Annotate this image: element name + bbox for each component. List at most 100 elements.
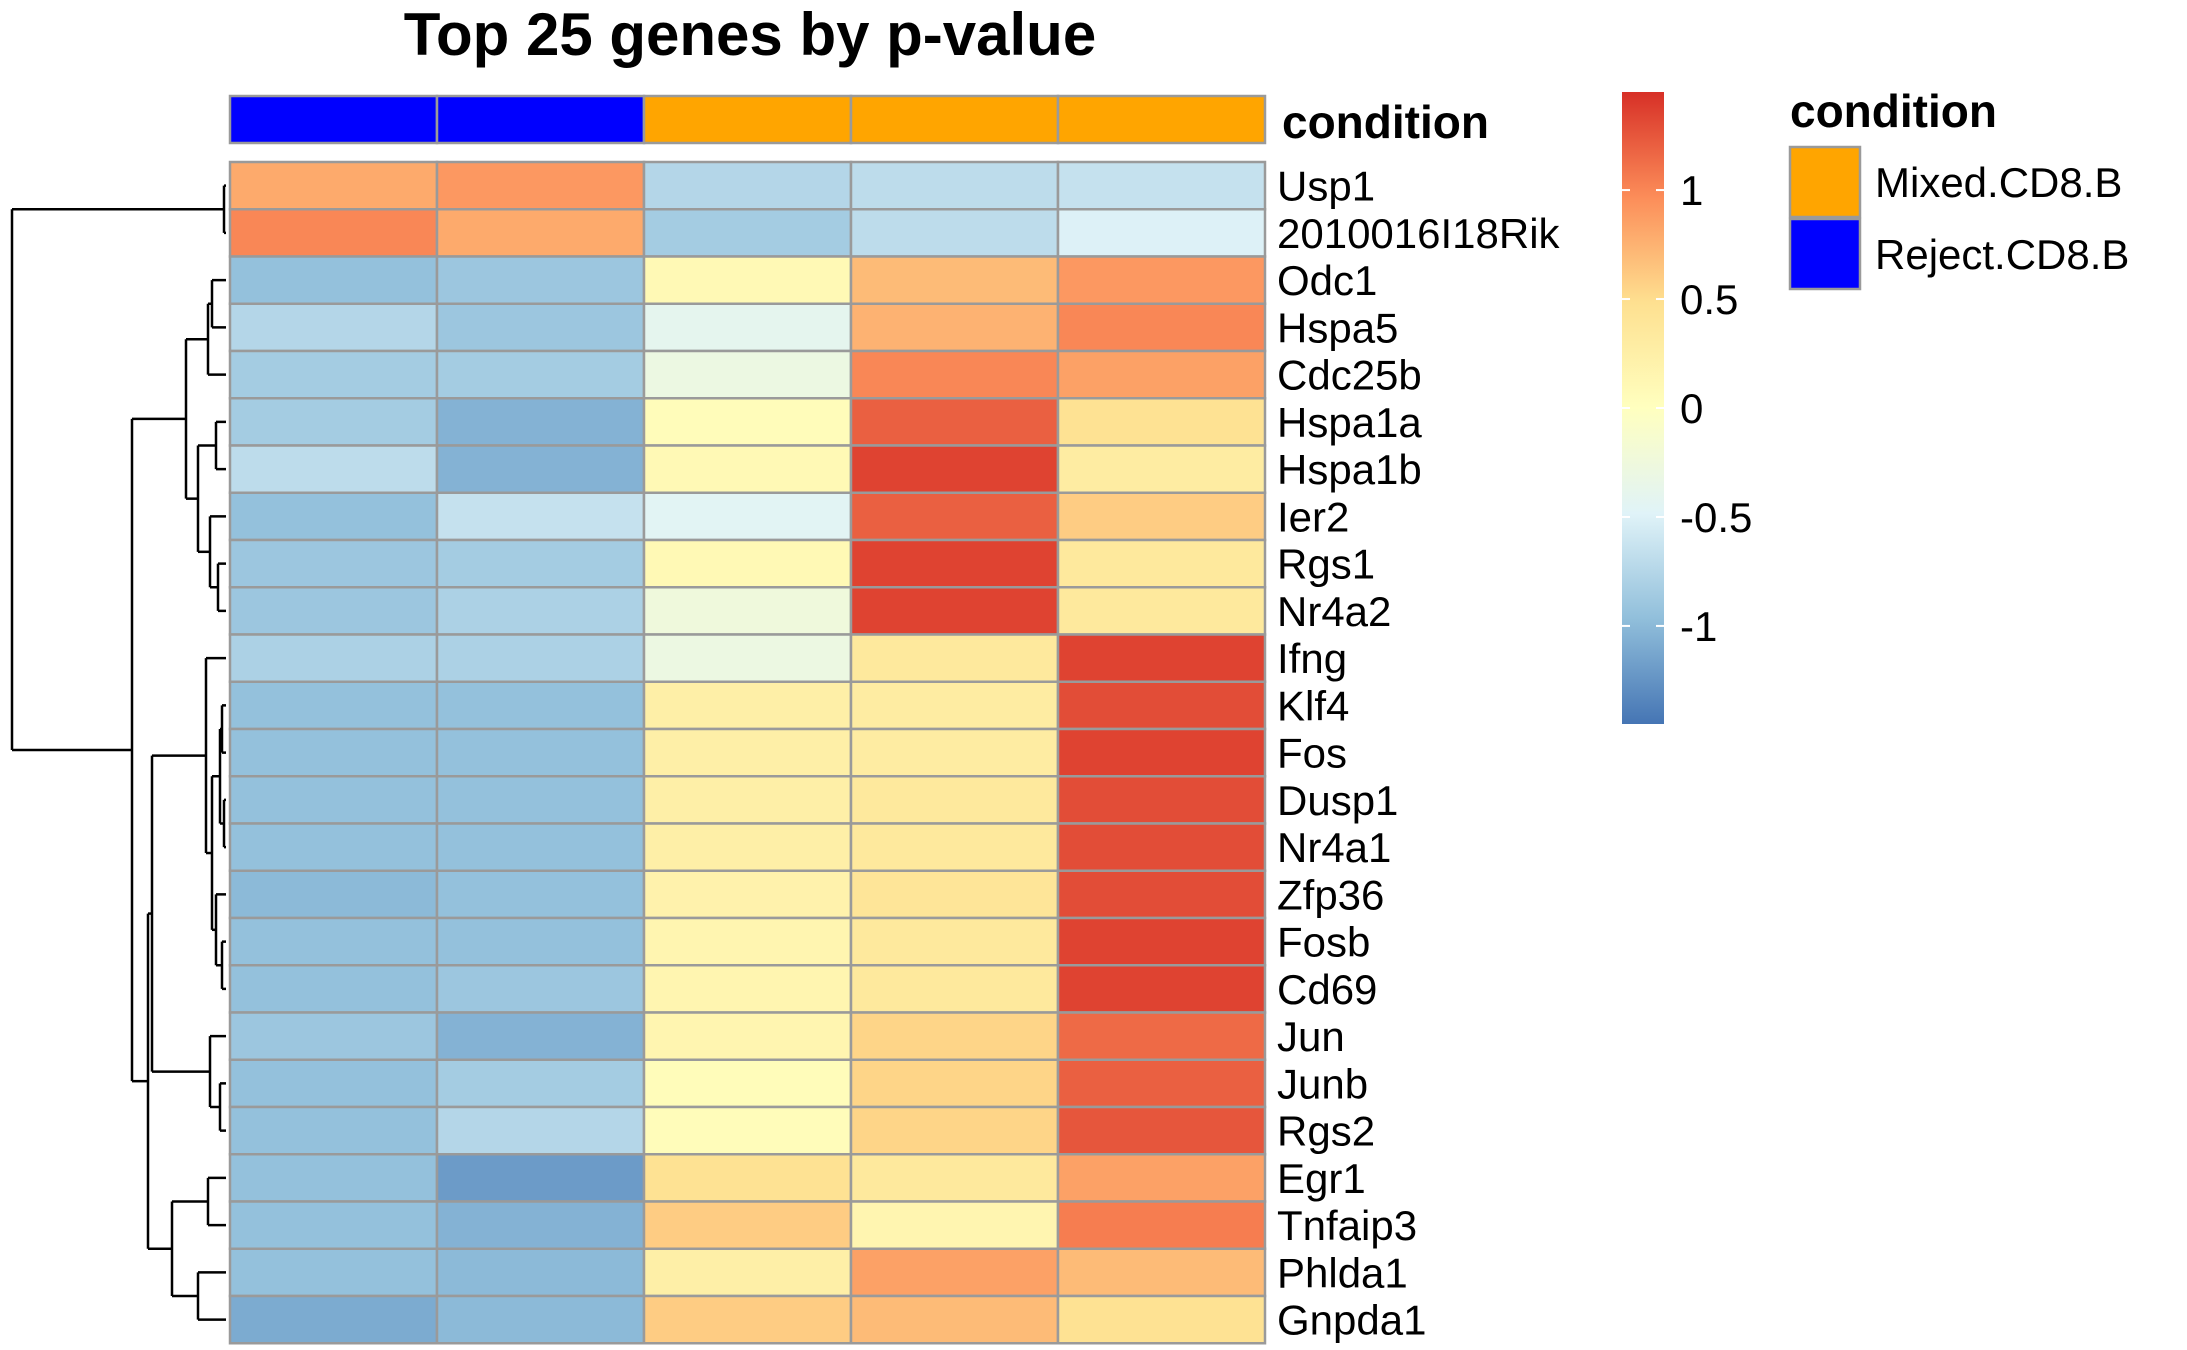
row-label: Nr4a1	[1277, 824, 1391, 871]
heatmap-cell	[435, 1200, 646, 1250]
heatmap-cell	[228, 444, 439, 494]
heatmap-cell	[228, 1153, 439, 1203]
row-label: Junb	[1277, 1060, 1368, 1107]
heatmap-cell	[642, 255, 853, 305]
heatmap-cell	[228, 538, 439, 589]
heatmap-cell	[435, 727, 646, 778]
heatmap-cell	[1056, 1294, 1267, 1345]
heatmap-cell	[228, 1294, 439, 1345]
heatmap-cell	[435, 775, 646, 825]
row-label: Egr1	[1277, 1155, 1366, 1202]
heatmap-cell	[1056, 302, 1267, 353]
heatmap-cell	[642, 1294, 853, 1345]
heatmap-cell	[228, 633, 439, 683]
heatmap-cell	[228, 680, 439, 731]
row-label: Jun	[1277, 1013, 1345, 1060]
heatmap-cell	[228, 160, 439, 211]
heatmap-cell	[642, 1011, 853, 1061]
heatmap-cell	[849, 916, 1060, 967]
heatmap-cell	[642, 1153, 853, 1203]
heatmap-cell	[435, 349, 646, 400]
heatmap-cell	[642, 1105, 853, 1156]
heatmap-cell	[228, 255, 439, 305]
heatmap-cell	[642, 869, 853, 920]
heatmap-cell	[435, 822, 646, 872]
heatmap-cell	[435, 1294, 646, 1345]
heatmap-cell	[1056, 160, 1267, 211]
tick-label: 0.5	[1680, 276, 1738, 323]
heatmap-cell	[642, 538, 853, 589]
heatmap-cell	[1056, 586, 1267, 636]
row-label: Klf4	[1277, 682, 1349, 729]
heatmap-cell	[435, 1153, 646, 1203]
row-label: Hspa1b	[1277, 446, 1422, 493]
heatmap-cell	[1056, 1200, 1267, 1250]
row-label: Phlda1	[1277, 1249, 1408, 1296]
annotation-cell	[849, 94, 1060, 145]
color-scale-ticks: 1 0.5 0 -0.5 -1	[1622, 167, 1752, 650]
heatmap-cell	[642, 680, 853, 731]
heatmap-cell	[228, 302, 439, 353]
heatmap-cell	[228, 491, 439, 542]
heatmap-cell	[1056, 1153, 1267, 1203]
tick-label: 0	[1680, 385, 1703, 432]
heatmap-cell	[435, 491, 646, 542]
annotation-cell	[1056, 94, 1267, 145]
heatmap-cell	[1056, 869, 1267, 920]
heatmap-cell	[642, 491, 853, 542]
heatmap-cell	[849, 1058, 1060, 1109]
heatmap-cell	[642, 208, 853, 258]
heatmap-cell	[849, 302, 1060, 353]
row-label: Gnpda1	[1277, 1297, 1426, 1344]
heatmap-cells	[228, 160, 1267, 1345]
heatmap-cell	[642, 964, 853, 1014]
heatmap-cell	[642, 727, 853, 778]
heatmap-cell	[1056, 1011, 1267, 1061]
heatmap-cell	[228, 1011, 439, 1061]
heatmap-cell	[642, 302, 853, 353]
legend-swatch	[1788, 217, 1862, 291]
condition-annotation-bar	[228, 94, 1267, 145]
row-label: Usp1	[1277, 163, 1375, 210]
heatmap-cell	[228, 1105, 439, 1156]
heatmap-cell	[435, 964, 646, 1014]
row-dendrogram	[10, 184, 226, 1321]
row-label: Odc1	[1277, 257, 1377, 304]
heatmap-cell	[435, 1247, 646, 1298]
heatmap-cell	[1056, 680, 1267, 731]
row-labels: Usp12010016I18RikOdc1Hspa5Cdc25bHspa1aHs…	[1277, 163, 1561, 1344]
heatmap-cell	[849, 727, 1060, 778]
heatmap-cell	[435, 397, 646, 447]
heatmap-cell	[1056, 397, 1267, 447]
heatmap-cell	[1056, 255, 1267, 305]
heatmap-cell	[849, 1011, 1060, 1061]
heatmap-cell	[849, 964, 1060, 1014]
heatmap-cell	[1056, 727, 1267, 778]
heatmap-cell	[849, 444, 1060, 494]
heatmap-cell	[435, 869, 646, 920]
heatmap-cell	[435, 160, 646, 211]
annotation-cell	[228, 94, 439, 145]
legend-swatch	[1788, 145, 1862, 219]
tick-label: -0.5	[1680, 494, 1752, 541]
heatmap-cell	[435, 1058, 646, 1109]
heatmap-cell	[1056, 349, 1267, 400]
row-label: 2010016I18Rik	[1277, 210, 1561, 257]
annotation-cell	[435, 94, 646, 145]
heatmap-cell	[435, 302, 646, 353]
heatmap-cell	[642, 775, 853, 825]
chart-title: Top 25 genes by p-value	[404, 1, 1096, 68]
heatmap-cell	[849, 1294, 1060, 1345]
heatmap-cell	[849, 822, 1060, 872]
heatmap-cell	[1056, 491, 1267, 542]
heatmap-cell	[435, 916, 646, 967]
row-label: Hspa1a	[1277, 399, 1422, 446]
heatmap-cell	[642, 444, 853, 494]
heatmap-cell	[642, 1247, 853, 1298]
heatmap-cell	[228, 869, 439, 920]
heatmap-cell	[642, 1058, 853, 1109]
heatmap-cell	[228, 208, 439, 258]
heatmap-cell	[849, 349, 1060, 400]
heatmap-cell	[435, 633, 646, 683]
